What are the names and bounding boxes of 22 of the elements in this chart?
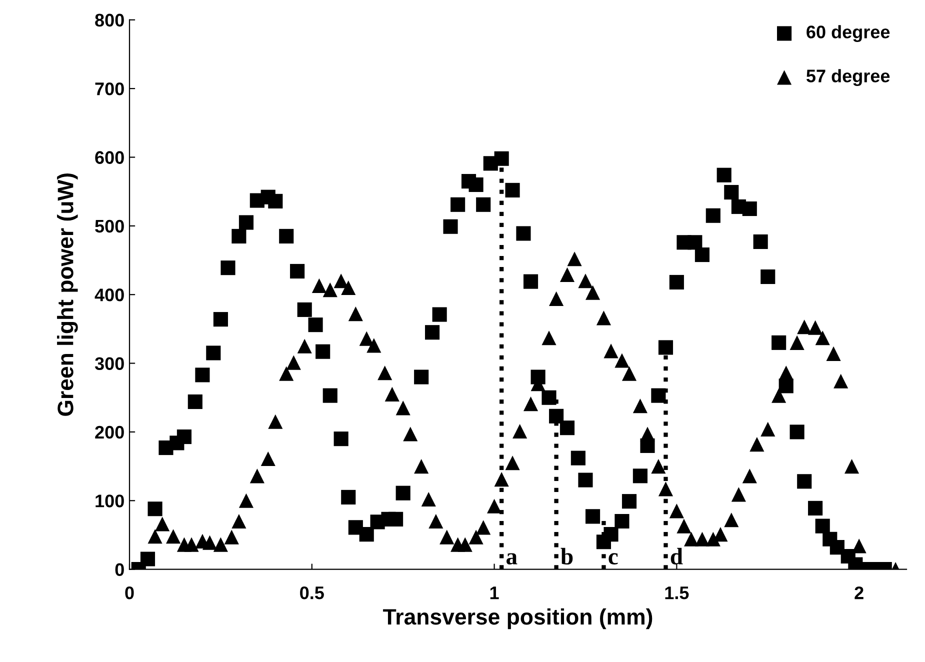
y-tick-label: 300 (94, 357, 124, 370)
y-tick-label: 200 (95, 426, 124, 439)
x-tick-label: 0.5 (300, 586, 324, 600)
x-tick-label: 2 (854, 586, 864, 600)
annotation: d (670, 548, 683, 565)
y-tick-label: 800 (95, 14, 124, 27)
y-tick-label: 500 (95, 220, 124, 233)
y-tick-label: 400 (94, 288, 124, 302)
y-tick-label: 0 (115, 563, 124, 576)
x-tick-label: 1.5 (665, 586, 689, 600)
y-tick-label: 700 (95, 82, 124, 96)
annotation: c (608, 553, 618, 565)
x-tick-label: 0 (125, 586, 134, 600)
legend-label: 60 degree (806, 25, 890, 42)
annotation: b (560, 548, 573, 565)
annotation: a (506, 553, 518, 565)
y-axis-title: Green light power (uW) (57, 173, 78, 416)
legend-label: 57 degree (806, 69, 890, 86)
x-axis-title: Transverse position (mm) (383, 608, 652, 630)
y-tick-label: 100 (96, 494, 124, 508)
x-tick-label: 1 (490, 586, 499, 600)
y-tick-label: 600 (95, 151, 124, 164)
